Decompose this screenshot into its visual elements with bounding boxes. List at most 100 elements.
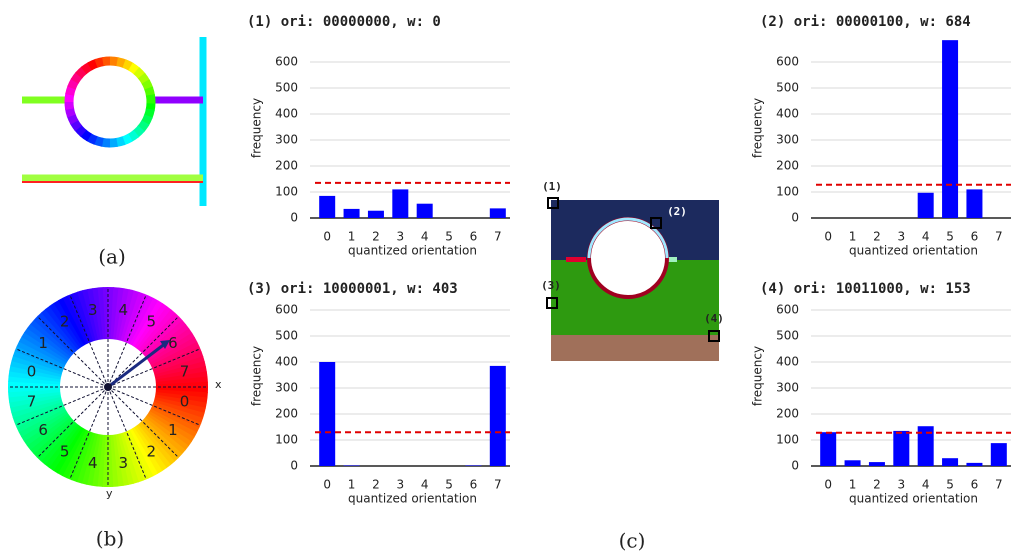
x-tick-label: 5 — [445, 478, 453, 492]
bar — [392, 189, 409, 218]
x-tick-label: 7 — [995, 478, 1003, 492]
y-tick-label: 400 — [275, 107, 298, 121]
sector-label: 1 — [38, 334, 48, 352]
caption: (c) — [619, 529, 646, 552]
bar — [343, 465, 360, 466]
bar — [343, 208, 360, 218]
region-label: (4) — [704, 312, 724, 325]
sector-label: 6 — [168, 334, 178, 352]
y-tick-label: 500 — [275, 329, 298, 343]
x-tick-label: 2 — [873, 230, 881, 244]
bar — [416, 203, 433, 218]
sector-line — [15, 386, 109, 426]
x-tick-label: 2 — [372, 478, 380, 492]
x-axis-label: quantized orientation — [348, 244, 477, 258]
sector-label: 2 — [147, 442, 157, 460]
bar — [868, 462, 885, 466]
sector-line — [107, 386, 201, 426]
y-tick-label: 200 — [776, 407, 799, 421]
sector-line — [15, 348, 109, 388]
y-tick-label: 500 — [776, 329, 799, 343]
x-tick-label: 0 — [824, 478, 832, 492]
x-axis-label: quantized orientation — [849, 244, 978, 258]
x-tick-label: 0 — [824, 230, 832, 244]
bar — [966, 189, 983, 218]
y-tick-label: 100 — [776, 185, 799, 199]
center — [104, 383, 112, 391]
bar — [367, 210, 384, 218]
x-tick-label: 6 — [971, 478, 979, 492]
sector-label: 2 — [60, 313, 70, 331]
y-axis-label: frequency — [250, 346, 264, 406]
y-tick-label: 300 — [275, 133, 298, 147]
y-tick-label: 300 — [776, 133, 799, 147]
scene-diagram: (1) (2) (3) (4) — [541, 180, 724, 361]
chart-title: (1) ori: 00000000, w: 0 — [247, 14, 441, 30]
arrow — [107, 341, 167, 389]
x-tick-label: 6 — [971, 230, 979, 244]
x-tick-label: 5 — [445, 230, 453, 244]
ring-segment — [145, 94, 156, 104]
x-tick-label: 0 — [323, 230, 331, 244]
y-tick-label: 400 — [776, 107, 799, 121]
x-axis-label: quantized orientation — [849, 492, 978, 506]
x-tick-label: 1 — [849, 478, 857, 492]
x-tick-label: 4 — [922, 478, 930, 492]
y-axis-label: frequency — [751, 346, 765, 406]
x-tick-label: 3 — [396, 478, 404, 492]
x-tick-label: 4 — [421, 478, 429, 492]
bar — [319, 362, 336, 466]
y-tick-label: 400 — [776, 355, 799, 369]
bar — [917, 192, 934, 218]
arrow-head — [160, 340, 170, 349]
y-tick-label: 600 — [776, 303, 799, 317]
region-label: (2) — [667, 205, 687, 218]
x-tick-label: 1 — [348, 478, 356, 492]
sector-label: 3 — [118, 454, 128, 472]
region-label: (3) — [541, 279, 561, 292]
y-tick-label: 600 — [776, 55, 799, 69]
y-tick-label: 600 — [275, 303, 298, 317]
bar — [917, 426, 934, 466]
bar — [942, 458, 959, 466]
y-tick-label: 0 — [791, 211, 799, 225]
sector-line — [69, 386, 109, 480]
bar — [820, 432, 837, 466]
x-tick-label: 4 — [922, 230, 930, 244]
x-tick-label: 7 — [494, 230, 502, 244]
y-tick-label: 300 — [275, 381, 298, 395]
x-tick-label: 6 — [470, 478, 478, 492]
bar — [990, 443, 1007, 466]
x-tick-label: 1 — [849, 230, 857, 244]
bar — [319, 195, 336, 218]
sector-label: 0 — [27, 362, 37, 380]
x-tick-label: 2 — [873, 478, 881, 492]
sector-label: 7 — [27, 393, 37, 411]
sector-line — [36, 315, 109, 388]
x-tick-label: 0 — [323, 478, 331, 492]
bar — [966, 462, 983, 466]
sector-label: 3 — [88, 301, 98, 319]
y-tick-label: 300 — [776, 381, 799, 395]
x-tick-label: 5 — [946, 230, 954, 244]
x-tick-label: 2 — [372, 230, 380, 244]
x-axis-label: quantized orientation — [348, 492, 477, 506]
chart-title: (3) ori: 10000001, w: 403 — [247, 281, 458, 297]
y-tick-label: 100 — [275, 185, 298, 199]
x-tick-label: 4 — [421, 230, 429, 244]
sector-line — [36, 386, 109, 459]
bar — [465, 465, 482, 466]
x-tick-label: 3 — [396, 230, 404, 244]
axis-name: y — [106, 487, 113, 500]
y-tick-label: 400 — [275, 355, 298, 369]
y-tick-label: 500 — [275, 81, 298, 95]
caption: (a) — [98, 245, 126, 269]
y-tick-label: 200 — [275, 159, 298, 173]
sector-line — [107, 315, 180, 388]
sector-label: 5 — [147, 313, 157, 331]
region-label: (1) — [542, 180, 562, 193]
x-tick-label: 3 — [897, 230, 905, 244]
sector-label: 4 — [88, 454, 98, 472]
